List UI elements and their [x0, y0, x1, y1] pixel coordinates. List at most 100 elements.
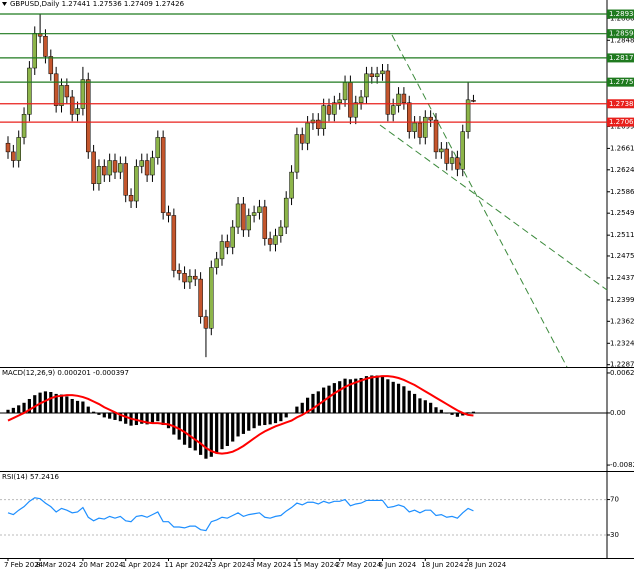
- candle-body: [75, 108, 80, 115]
- x-tick-label: 8 Mar 2024: [36, 561, 76, 569]
- candle-body: [289, 171, 294, 199]
- candle-body: [278, 226, 284, 236]
- histogram-bar: [118, 412, 122, 422]
- candle-body: [27, 67, 32, 115]
- candle-body: [326, 105, 332, 115]
- histogram-bar: [188, 412, 192, 448]
- histogram-bar: [97, 412, 101, 415]
- candle-body: [69, 96, 75, 115]
- histogram-bar: [6, 409, 10, 413]
- histogram-bar: [65, 396, 69, 413]
- histogram-bar: [236, 412, 240, 437]
- level-label-box: [607, 9, 634, 19]
- histogram-bar: [332, 383, 336, 413]
- candle-body: [193, 275, 198, 280]
- level-label-box: [607, 117, 634, 127]
- x-tick-label: 28 Jun 2024: [464, 561, 507, 569]
- histogram-bar: [311, 393, 315, 413]
- trendline: [391, 34, 568, 368]
- histogram-bar: [471, 411, 476, 413]
- histogram-bar: [166, 412, 171, 429]
- histogram-bar: [17, 405, 21, 413]
- candle-body: [423, 116, 428, 138]
- candle-body: [198, 278, 203, 317]
- histogram-bar: [86, 406, 90, 413]
- candle-body: [267, 238, 273, 245]
- histogram-bar: [102, 412, 106, 418]
- y-tick-label: -0.008203: [610, 461, 634, 469]
- candle-body: [96, 166, 102, 184]
- histogram-bar: [429, 402, 433, 413]
- candle-body: [144, 160, 150, 176]
- candle-body: [11, 151, 16, 161]
- histogram-bar: [75, 400, 80, 413]
- chart-title: MACD(12,26,9) 0.000201 -0.000397: [2, 369, 129, 377]
- x-tick-label: 1 Apr 2024: [122, 561, 161, 569]
- y-tick-label: 1.22870: [610, 361, 634, 369]
- level-label-box: [607, 53, 634, 63]
- level-label-box: [607, 99, 634, 109]
- histogram-bar: [81, 401, 85, 413]
- candle-body: [230, 226, 235, 248]
- candle-body: [246, 215, 251, 231]
- x-tick-label: 3 May 2024: [250, 561, 292, 569]
- histogram-bar: [268, 412, 272, 425]
- histogram-bar: [461, 412, 465, 416]
- candle-body: [86, 79, 91, 153]
- histogram-bar: [11, 407, 15, 413]
- histogram-bar: [161, 412, 165, 426]
- candle-body: [283, 197, 289, 228]
- candle-body: [155, 137, 161, 158]
- histogram-bar: [209, 412, 213, 457]
- candle-body: [166, 212, 171, 216]
- histogram-bar: [434, 407, 438, 413]
- candle-body: [396, 93, 401, 106]
- histogram-bar: [439, 409, 443, 413]
- y-tick-label: 1.24750: [610, 252, 634, 260]
- histogram-bar: [177, 412, 181, 440]
- candle-body: [209, 267, 214, 329]
- candle-body: [187, 275, 193, 283]
- candle-body: [150, 157, 155, 176]
- histogram-bar: [354, 378, 358, 413]
- candle-body: [353, 102, 358, 118]
- histogram-bar: [284, 412, 288, 418]
- histogram-bar: [343, 378, 347, 413]
- histogram-bar: [204, 412, 208, 459]
- level-label: 1.28175: [609, 54, 634, 62]
- candle-body: [417, 122, 423, 138]
- candle-body: [321, 105, 326, 130]
- chart-title: RSI(14) 57.2416: [2, 473, 59, 481]
- menu-triangle: [2, 2, 7, 6]
- candle-body: [251, 212, 257, 216]
- candle-body: [225, 241, 230, 248]
- candle-body: [465, 99, 471, 132]
- histogram-bar: [49, 391, 53, 413]
- candle-body: [374, 73, 380, 77]
- candle-body: [107, 160, 112, 176]
- level-label: 1.27756: [609, 78, 634, 86]
- candle-body: [337, 99, 342, 103]
- candle-body: [300, 134, 305, 144]
- histogram-bar: [380, 375, 385, 413]
- candle-body: [43, 35, 48, 57]
- histogram-bar: [445, 412, 449, 414]
- histogram-bar: [252, 412, 256, 429]
- candle-body: [455, 157, 460, 170]
- histogram-bar: [386, 379, 390, 413]
- signal-line: [7, 375, 474, 455]
- histogram-bar: [316, 391, 320, 413]
- level-label: 1.27382: [609, 100, 634, 108]
- histogram-bar: [241, 412, 245, 434]
- x-tick-label: 20 Mar 2024: [79, 561, 124, 569]
- histogram-bar: [33, 395, 37, 413]
- x-tick-label: 11 Apr 2024: [165, 561, 209, 569]
- histogram-bar: [27, 398, 31, 413]
- x-tick-label: 23 Apr 2024: [207, 561, 251, 569]
- candle-body: [91, 151, 96, 184]
- candle-body: [139, 160, 144, 167]
- candle-body: [48, 56, 54, 75]
- candle-body: [449, 157, 455, 164]
- x-tick-label: 7 Feb 2024: [4, 561, 44, 569]
